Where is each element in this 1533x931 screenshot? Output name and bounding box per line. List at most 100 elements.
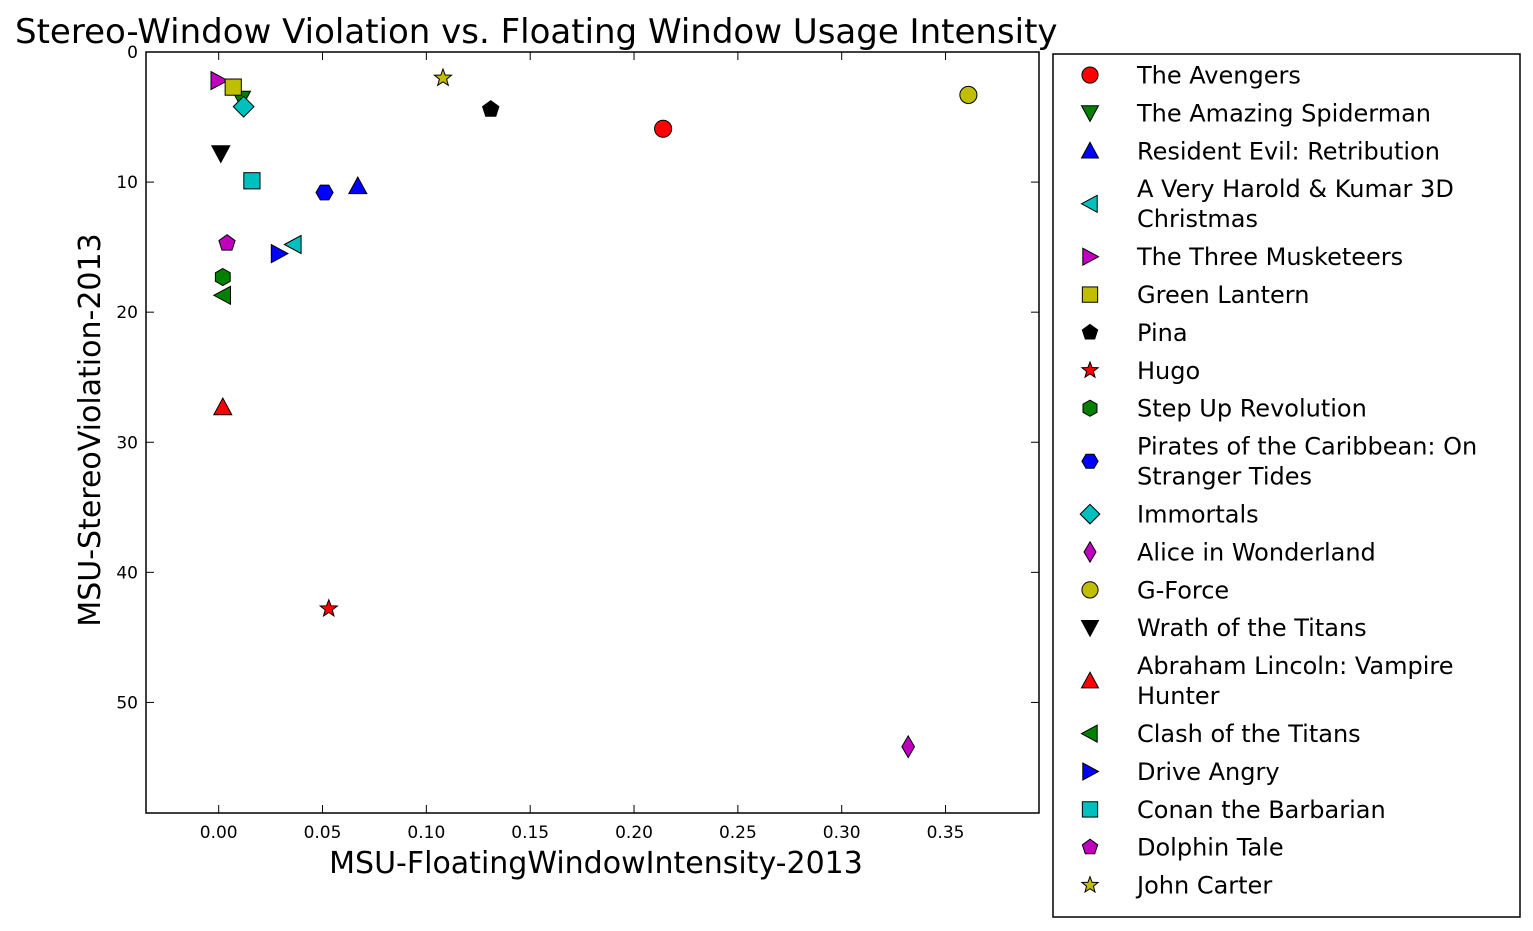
legend-item: Alice in Wonderland [1083, 538, 1376, 566]
legend-item: A Very Harold & Kumar 3D Christmas [1080, 175, 1454, 233]
legend-label: A Very Harold & Kumar 3D Christmas [1137, 175, 1454, 233]
legend-item: John Carter [1080, 872, 1272, 900]
y-axis-label: MSU-StereoViolation-2013 [73, 233, 108, 626]
legend-label: Alice in Wonderland [1137, 538, 1376, 566]
x-tick-label: 0.00 [200, 823, 238, 843]
legend-item: Abraham Lincoln: Vampire Hunter [1080, 652, 1454, 710]
data-point [654, 119, 673, 138]
data-point [214, 267, 231, 287]
legend-marker [1080, 875, 1100, 894]
data-point [212, 285, 231, 306]
legend-label: Drive Angry [1137, 758, 1280, 786]
data-point [243, 172, 261, 190]
legend-item: Drive Angry [1082, 758, 1280, 786]
legend-marker [1080, 724, 1098, 743]
y-tick-label: 40 [116, 563, 138, 583]
legend-marker [1081, 581, 1099, 599]
legend-item: Step Up Revolution [1082, 395, 1367, 423]
legend-label: John Carter [1135, 872, 1272, 900]
legend-item: The Avengers [1081, 61, 1301, 89]
data-point [318, 598, 339, 618]
legend-item: Wrath of the Titans [1080, 614, 1367, 642]
y-tick-label: 0 [127, 43, 138, 63]
y-tick-label: 10 [116, 173, 138, 193]
legend-marker [1081, 323, 1099, 340]
legend-marker [1080, 360, 1100, 379]
legend-marker [1080, 671, 1100, 689]
legend-item: Conan the Barbarian [1081, 796, 1386, 824]
legend-item: Pirates of the Caribbean: On Stranger Tid… [1081, 433, 1477, 491]
legend-label: Conan the Barbarian [1137, 796, 1386, 824]
legend-item: Green Lantern [1081, 281, 1309, 309]
legend-marker [1081, 801, 1099, 818]
legend-marker [1081, 286, 1099, 303]
y-tick-label: 30 [116, 433, 138, 453]
legend-item: Immortals [1079, 501, 1259, 529]
legend-marker [1083, 540, 1097, 564]
legend-marker [1081, 453, 1099, 469]
legend-item: The Amazing Spiderman [1080, 99, 1431, 127]
data-point [315, 184, 334, 201]
legend-item: Clash of the Titans [1080, 720, 1361, 748]
data-point [959, 85, 978, 104]
legend-item: G-Force [1081, 576, 1229, 604]
data-point [482, 100, 500, 117]
legend-marker [1079, 503, 1101, 525]
data-point [283, 234, 302, 255]
legend-label: Pirates of the Caribbean: On Stranger Tid… [1137, 433, 1477, 491]
legend-marker [1080, 141, 1100, 159]
x-tick-label: 0.25 [719, 823, 757, 843]
legend-item: Resident Evil: Retribution [1080, 137, 1440, 165]
legend-marker [1081, 838, 1099, 855]
legend-marker [1080, 620, 1100, 638]
legend-label: Hugo [1137, 357, 1200, 385]
legend-label: Abraham Lincoln: Vampire Hunter [1137, 652, 1454, 710]
x-axis-label: MSU-FloatingWindowIntensity-2013 [329, 846, 863, 881]
legend-label: Resident Evil: Retribution [1137, 137, 1440, 165]
data-point [212, 397, 233, 416]
x-tick-label: 0.05 [304, 823, 342, 843]
x-tick-label: 0.20 [615, 823, 653, 843]
y-tick-label: 20 [116, 303, 138, 323]
legend-label: G-Force [1137, 576, 1229, 604]
legend-marker [1080, 194, 1098, 214]
legend-box [1052, 53, 1521, 918]
legend-label: Dolphin Tale [1137, 834, 1284, 862]
legend-label: The Three Musketeers [1136, 243, 1403, 271]
legend-label: The Avengers [1136, 61, 1301, 89]
legend-label: Clash of the Titans [1137, 720, 1361, 748]
y-tick-label: 50 [116, 693, 138, 713]
legend-marker [1082, 762, 1100, 781]
legend-marker [1080, 105, 1100, 123]
legend-label: Pina [1137, 319, 1188, 347]
y-axis-ticks: 0 10 20 30 40 50 [116, 43, 1039, 713]
chart-title: Stereo-Window Violation vs. Floating Win… [15, 12, 1058, 52]
legend-item: Dolphin Tale [1081, 834, 1284, 862]
legend-label: Immortals [1137, 501, 1259, 529]
data-point [218, 234, 236, 251]
legend-marker [1082, 399, 1098, 417]
data-point [270, 243, 289, 264]
data-point [210, 145, 231, 164]
x-axis-ticks: 0.00 0.05 0.10 0.15 0.20 0.25 0.30 0.35 [200, 52, 965, 843]
x-tick-label: 0.35 [927, 823, 965, 843]
legend-item: The Three Musketeers [1082, 243, 1403, 271]
legend-marker [1081, 66, 1099, 84]
x-tick-label: 0.15 [511, 823, 549, 843]
legend-item: Hugo [1080, 357, 1200, 385]
x-tick-label: 0.30 [823, 823, 861, 843]
data-point [210, 70, 229, 91]
legend-label: Wrath of the Titans [1137, 614, 1367, 642]
legend-item: Pina [1081, 319, 1188, 347]
legend-label: Green Lantern [1137, 281, 1309, 309]
legend-label: Step Up Revolution [1137, 395, 1367, 423]
legend-label: The Amazing Spiderman [1136, 99, 1431, 127]
plot-area-frame [145, 51, 1040, 814]
data-point [433, 67, 453, 87]
legend: The Avengers The Amazing Spiderman Residen… [1079, 61, 1477, 900]
legend-marker [1082, 247, 1100, 267]
data-point [224, 78, 242, 96]
data-point [232, 95, 255, 118]
data-point [901, 734, 916, 759]
